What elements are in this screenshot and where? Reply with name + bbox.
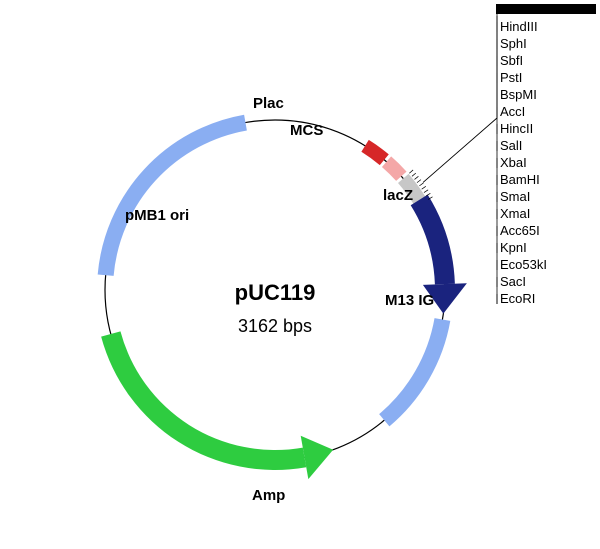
enzyme-eco53ki: Eco53kI [500, 257, 547, 272]
enzyme-psti: PstI [500, 70, 522, 85]
feature-label-lacz: lacZ [383, 187, 413, 204]
plasmid-size: 3162 bps [238, 316, 312, 336]
feature-plac [365, 146, 384, 160]
enzyme-smai: SmaI [500, 189, 530, 204]
feature-label-amp: Amp [252, 487, 285, 504]
feature-amp-arrow [301, 436, 333, 479]
mcs-connector [423, 16, 497, 182]
feature-label-mcs: MCS [290, 122, 323, 139]
enzyme-hincii: HincII [500, 121, 533, 136]
enzyme-acci: AccI [500, 104, 525, 119]
feature-m13 [384, 320, 442, 421]
plasmid-map: pMB1 ori Plac MCS lacZ M13 IG Amp HindIII SphI S… [0, 0, 600, 549]
feature-pmb1 [106, 123, 246, 276]
enzyme-xmai: XmaI [500, 206, 530, 221]
feature-label-m13: M13 IG [385, 292, 434, 309]
enzyme-hindiii: HindIII [500, 19, 538, 34]
enzyme-sali: SalI [500, 138, 522, 153]
feature-amp [101, 331, 306, 470]
enzyme-ecori: EcoRI [500, 291, 535, 306]
enzyme-sphi: SphI [500, 36, 527, 51]
feature-lacz [411, 195, 455, 285]
enzyme-sbfi: SbfI [500, 53, 523, 68]
enzyme-bspmi: BspMI [500, 87, 537, 102]
feature-label-pmb1: pMB1 ori [125, 207, 189, 224]
enzyme-bamhi: BamHI [500, 172, 540, 187]
enzyme-xbai: XbaI [500, 155, 527, 170]
enzyme-saci: SacI [500, 274, 526, 289]
enzyme-acc65i: Acc65I [500, 223, 540, 238]
feature-label-plac: Plac [253, 95, 284, 112]
feature-plac2 [387, 162, 402, 177]
enzyme-list-header [496, 4, 596, 14]
plasmid-name: pUC119 [235, 280, 316, 305]
enzyme-kpni: KpnI [500, 240, 527, 255]
